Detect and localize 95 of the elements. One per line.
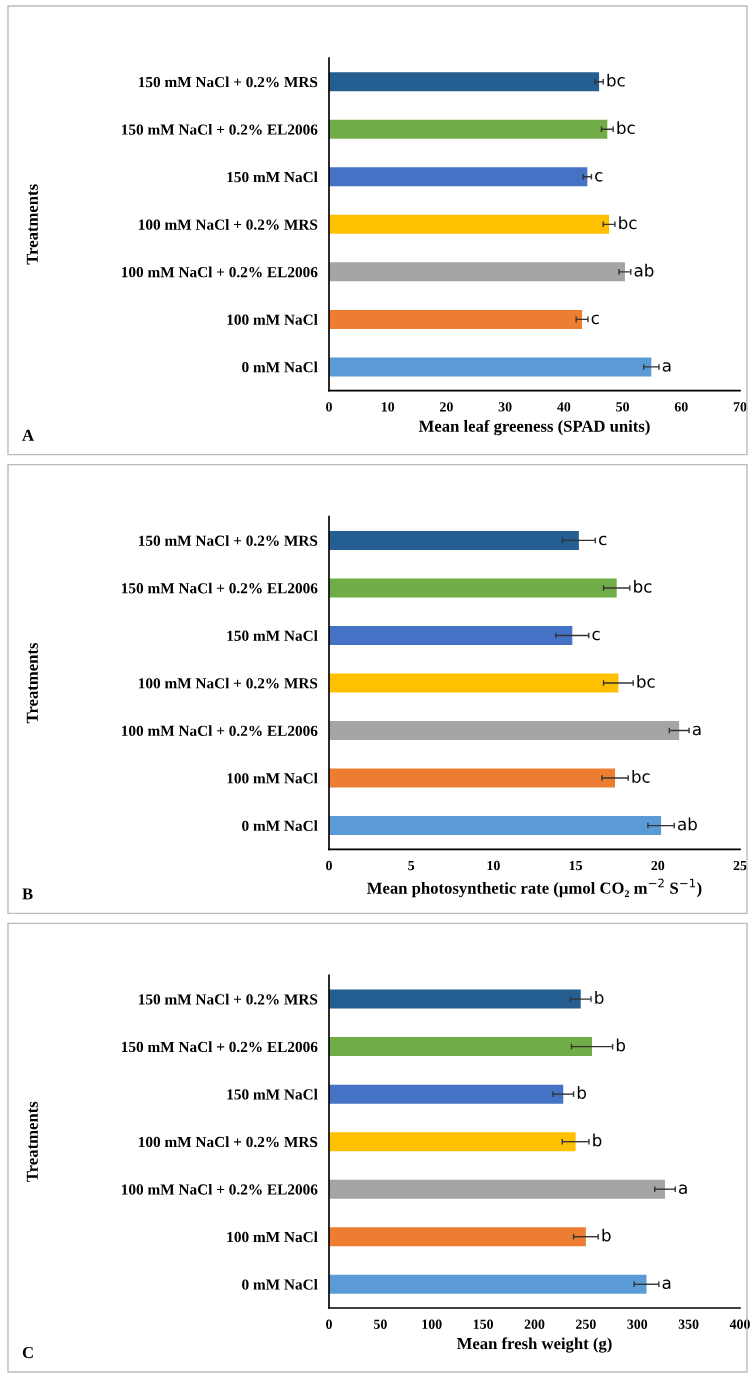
x-axis-title: Mean leaf greeness (SPAD units) xyxy=(418,419,650,436)
x-tick-label: 10 xyxy=(487,860,500,871)
y-axis-title: Treatments xyxy=(26,184,38,265)
y-tick-label: 150 mM NaCl xyxy=(227,171,318,183)
y-tick-label: 100 mM NaCl + 0.2% EL2006 xyxy=(121,1183,318,1195)
data-label: ab xyxy=(678,817,697,831)
bar xyxy=(329,1227,586,1247)
data-label: bc xyxy=(637,674,655,688)
y-tick-label: 0 mM NaCl xyxy=(242,1278,318,1290)
y-axis-title: Treatments xyxy=(26,642,38,724)
data-label: bc xyxy=(619,216,637,230)
data-label: c xyxy=(595,172,603,182)
x-tick-label: 20 xyxy=(651,860,665,871)
x-tick-label: 70 xyxy=(733,402,747,412)
x-tick-label: 200 xyxy=(524,1319,545,1329)
data-label: a xyxy=(679,1184,687,1195)
x-tick-label: 50 xyxy=(616,402,629,412)
bar xyxy=(329,1179,665,1199)
x-tick-label: 30 xyxy=(498,402,512,412)
y-tick-label: 0 mM NaCl xyxy=(242,820,318,832)
x-tick-label: 100 xyxy=(422,1319,442,1329)
bar xyxy=(329,625,573,645)
x-axis-title: Mean fresh weight (g) xyxy=(456,1337,612,1353)
bar xyxy=(329,1084,564,1104)
data-label: c xyxy=(591,314,599,325)
y-tick-label: 100 mM NaCl xyxy=(227,772,318,784)
x-tick-label: 300 xyxy=(627,1319,648,1329)
data-label: b xyxy=(577,1086,586,1099)
data-label: bc xyxy=(632,769,650,783)
bar xyxy=(329,357,652,377)
y-tick-label: 100 mM NaCl xyxy=(227,314,318,325)
x-tick-label: 250 xyxy=(576,1319,596,1329)
data-label: c xyxy=(592,630,600,641)
x-tick-label: 60 xyxy=(674,402,688,412)
bar xyxy=(329,214,610,234)
x-tick-label: 0 xyxy=(326,402,332,412)
x-tick-label: 15 xyxy=(569,860,583,871)
bar xyxy=(329,1037,593,1057)
bar xyxy=(329,262,625,282)
bar xyxy=(329,768,616,788)
x-tick-label: 5 xyxy=(408,860,415,871)
x-tick-label: 10 xyxy=(381,402,395,412)
y-tick-label: 150 mM NaCl + 0.2% MRS xyxy=(138,76,318,88)
data-label: b xyxy=(602,1228,611,1242)
y-tick-label: 150 mM NaCl + 0.2% MRS xyxy=(138,993,318,1005)
y-tick-label: 100 mM NaCl + 0.2% MRS xyxy=(138,1136,318,1148)
x-tick-label: 400 xyxy=(729,1319,750,1329)
y-tick-label: 100 mM NaCl + 0.2% EL2006 xyxy=(121,725,318,737)
data-label: bc xyxy=(634,579,652,593)
x-axis-title: Mean photosynthetic rate (µmol CO₂ m$^{−2}$ S$^{−1}$) xyxy=(367,878,702,898)
data-label: b xyxy=(595,991,604,1004)
data-label: ab xyxy=(634,263,654,277)
y-axis-title: Treatments xyxy=(26,1101,38,1182)
data-label: b xyxy=(616,1038,626,1052)
x-tick-label: 0 xyxy=(326,860,332,871)
y-tick-label: 150 mM NaCl + 0.2% EL2006 xyxy=(121,1041,318,1053)
y-tick-label: 150 mM NaCl + 0.2% EL2006 xyxy=(121,582,318,594)
data-label: c xyxy=(599,535,607,546)
bar xyxy=(329,309,583,329)
x-tick-label: 25 xyxy=(733,860,747,871)
y-tick-label: 150 mM NaCl xyxy=(227,630,318,641)
data-label: a xyxy=(662,362,671,372)
data-label: bc xyxy=(617,121,635,135)
y-tick-label: 100 mM NaCl xyxy=(227,1231,318,1243)
x-tick-label: 0 xyxy=(326,1319,332,1329)
x-tick-label: 40 xyxy=(557,402,571,412)
y-tick-label: 100 mM NaCl + 0.2% MRS xyxy=(138,219,318,230)
bar xyxy=(329,1274,647,1294)
text: A xyxy=(22,429,34,441)
x-tick-label: 20 xyxy=(440,402,453,412)
y-tick-label: 100 mM NaCl + 0.2% MRS xyxy=(138,677,318,689)
x-tick-label: 50 xyxy=(373,1319,387,1329)
data-label: a xyxy=(692,725,701,736)
bar xyxy=(329,721,680,741)
text: B xyxy=(22,888,33,900)
bar xyxy=(329,119,608,139)
y-tick-label: 150 mM NaCl + 0.2% MRS xyxy=(138,535,318,546)
text: C xyxy=(22,1346,33,1359)
bar xyxy=(329,530,579,550)
y-tick-label: 150 mM NaCl + 0.2% EL2006 xyxy=(121,123,318,135)
bar xyxy=(329,816,662,836)
data-label: b xyxy=(593,1133,602,1147)
x-tick-label: 350 xyxy=(678,1319,699,1329)
y-tick-label: 150 mM NaCl xyxy=(227,1088,318,1100)
x-tick-label: 150 xyxy=(473,1319,494,1329)
data-label: a xyxy=(662,1279,671,1290)
bar xyxy=(329,989,581,1009)
bar xyxy=(329,673,619,693)
y-tick-label: 0 mM NaCl xyxy=(242,361,318,373)
bar xyxy=(329,578,617,598)
bar xyxy=(329,72,600,92)
bar xyxy=(329,167,588,187)
y-tick-label: 100 mM NaCl + 0.2% EL2006 xyxy=(121,266,318,278)
data-label: bc xyxy=(607,73,625,87)
bar xyxy=(329,1132,576,1152)
